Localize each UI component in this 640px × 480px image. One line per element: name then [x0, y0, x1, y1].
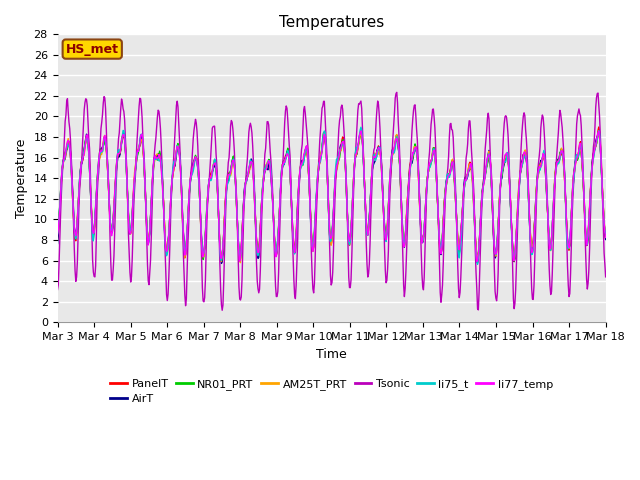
AirT [416, 197, 424, 203]
Tsonic [393, 89, 401, 95]
Tsonic [54, 287, 61, 292]
AM25T_PRT [63, 139, 71, 145]
li75_t [399, 231, 406, 237]
Line: Tsonic: Tsonic [58, 92, 605, 310]
PanelT [602, 236, 609, 242]
AirT [63, 143, 71, 149]
li77_temp [54, 232, 61, 238]
X-axis label: Time: Time [316, 348, 347, 360]
PanelT [414, 166, 422, 172]
Y-axis label: Temperature: Temperature [15, 139, 28, 218]
Line: li75_t: li75_t [58, 127, 605, 264]
NR01_PRT [595, 128, 603, 134]
li75_t [63, 141, 71, 146]
Line: AM25T_PRT: AM25T_PRT [58, 133, 605, 263]
Line: AirT: AirT [58, 132, 605, 264]
Line: NR01_PRT: NR01_PRT [58, 131, 605, 260]
Tsonic [218, 307, 226, 313]
NR01_PRT [236, 257, 244, 263]
li77_temp [205, 182, 212, 188]
AM25T_PRT [54, 227, 61, 232]
NR01_PRT [120, 132, 128, 137]
PanelT [63, 141, 71, 147]
NR01_PRT [415, 177, 422, 183]
li77_temp [473, 259, 481, 264]
PanelT [54, 237, 61, 242]
Title: Temperatures: Temperatures [279, 15, 384, 30]
AM25T_PRT [175, 150, 183, 156]
li77_temp [602, 235, 609, 240]
AM25T_PRT [321, 130, 328, 136]
AM25T_PRT [602, 230, 609, 236]
Legend: PanelT, AirT, NR01_PRT, AM25T_PRT, Tsonic, li75_t, li77_temp: PanelT, AirT, NR01_PRT, AM25T_PRT, Tsoni… [106, 374, 557, 409]
NR01_PRT [205, 184, 212, 190]
li75_t [205, 182, 212, 188]
li75_t [120, 128, 128, 134]
li75_t [357, 124, 365, 130]
Tsonic [602, 274, 609, 280]
li77_temp [399, 237, 406, 242]
AirT [54, 241, 61, 247]
PanelT [120, 134, 128, 140]
Tsonic [205, 189, 212, 195]
PanelT [205, 184, 212, 190]
NR01_PRT [54, 231, 61, 237]
AirT [205, 182, 212, 188]
AM25T_PRT [205, 183, 212, 189]
li75_t [54, 230, 61, 236]
AM25T_PRT [120, 133, 128, 139]
PanelT [175, 152, 183, 157]
li77_temp [120, 132, 128, 138]
NR01_PRT [602, 233, 609, 239]
AirT [400, 241, 408, 247]
li75_t [415, 178, 422, 184]
NR01_PRT [63, 145, 71, 151]
NR01_PRT [399, 232, 406, 238]
AirT [175, 150, 183, 156]
PanelT [398, 223, 406, 228]
NR01_PRT [175, 150, 183, 156]
AM25T_PRT [237, 260, 244, 265]
li75_t [175, 152, 183, 157]
PanelT [510, 259, 518, 264]
Line: li77_temp: li77_temp [58, 131, 605, 262]
Tsonic [400, 282, 408, 288]
Text: HS_met: HS_met [66, 43, 119, 56]
Tsonic [63, 96, 71, 102]
li75_t [474, 262, 481, 267]
li77_temp [415, 181, 422, 187]
Tsonic [120, 108, 128, 114]
Tsonic [416, 199, 424, 205]
AirT [602, 237, 609, 242]
AirT [357, 130, 365, 135]
Tsonic [175, 135, 183, 141]
AirT [218, 261, 225, 266]
AM25T_PRT [400, 240, 408, 246]
PanelT [595, 124, 603, 130]
Line: PanelT: PanelT [58, 127, 605, 262]
li75_t [602, 230, 609, 236]
AirT [120, 131, 128, 136]
li77_temp [175, 153, 183, 159]
AM25T_PRT [416, 204, 424, 210]
li77_temp [63, 139, 71, 144]
li77_temp [357, 128, 365, 134]
